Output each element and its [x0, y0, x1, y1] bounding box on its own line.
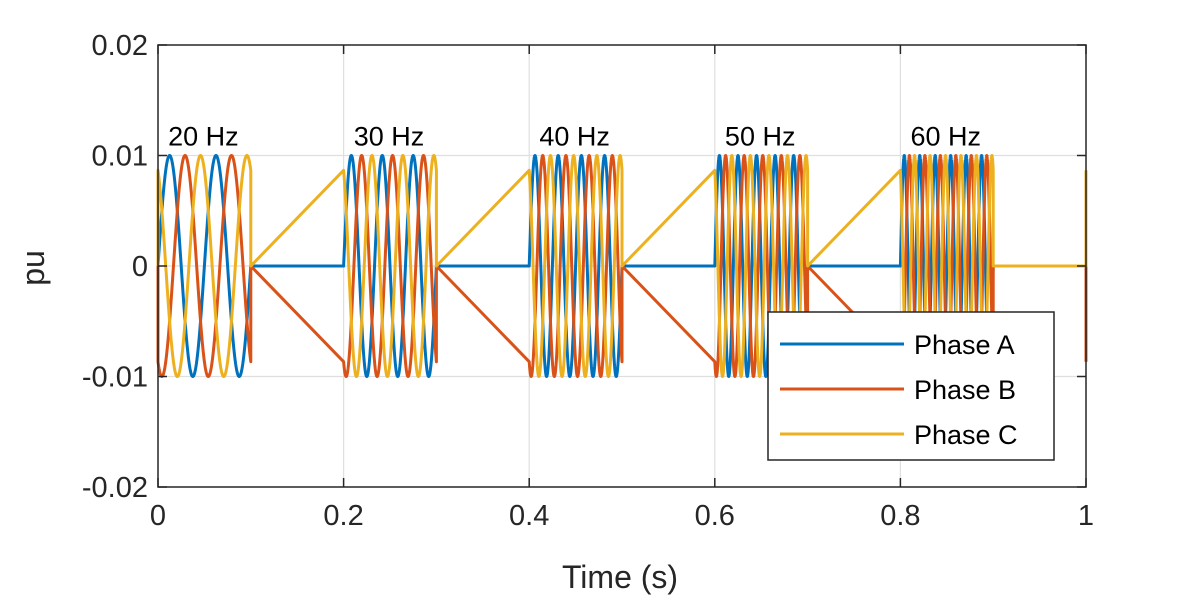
ticks: 0 0.2 0.4 0.6 0.8 1 0.02 0.01 0 -0.01 -0.02 — [82, 30, 1094, 532]
y-tick-label: -0.01 — [82, 362, 148, 394]
burst-frequency-label: 40 Hz — [539, 122, 610, 152]
x-tick-label: 0.8 — [880, 500, 920, 532]
legend-label-phase-a: Phase A — [914, 330, 1015, 360]
y-tick-label: 0.02 — [92, 30, 148, 62]
x-tick-label: 0 — [150, 500, 166, 532]
x-tick-label: 0.6 — [695, 500, 735, 532]
burst-frequency-label: 20 Hz — [168, 122, 239, 152]
y-tick-label: 0.01 — [92, 141, 148, 173]
x-tick-label: 0.2 — [323, 500, 363, 532]
frequency-labels: 20 Hz 30 Hz 40 Hz 50 Hz 60 Hz — [168, 122, 981, 152]
burst-frequency-label: 50 Hz — [725, 122, 796, 152]
y-axis-label: pu — [15, 250, 51, 286]
x-tick-label: 1 — [1078, 500, 1094, 532]
series-line-phase-b — [156, 154, 1088, 378]
legend: Phase A Phase B Phase C — [767, 311, 1055, 461]
series-line-phase-c — [156, 154, 1088, 378]
legend-label-phase-c: Phase C — [914, 420, 1018, 450]
burst-frequency-label: 60 Hz — [911, 122, 982, 152]
x-tick-label: 0.4 — [509, 500, 549, 532]
y-tick-label: 0 — [132, 251, 148, 283]
legend-label-phase-b: Phase B — [914, 375, 1016, 405]
burst-frequency-label: 30 Hz — [354, 122, 425, 152]
y-tick-label: -0.02 — [82, 472, 148, 504]
x-axis-label: Time (s) — [562, 559, 678, 595]
